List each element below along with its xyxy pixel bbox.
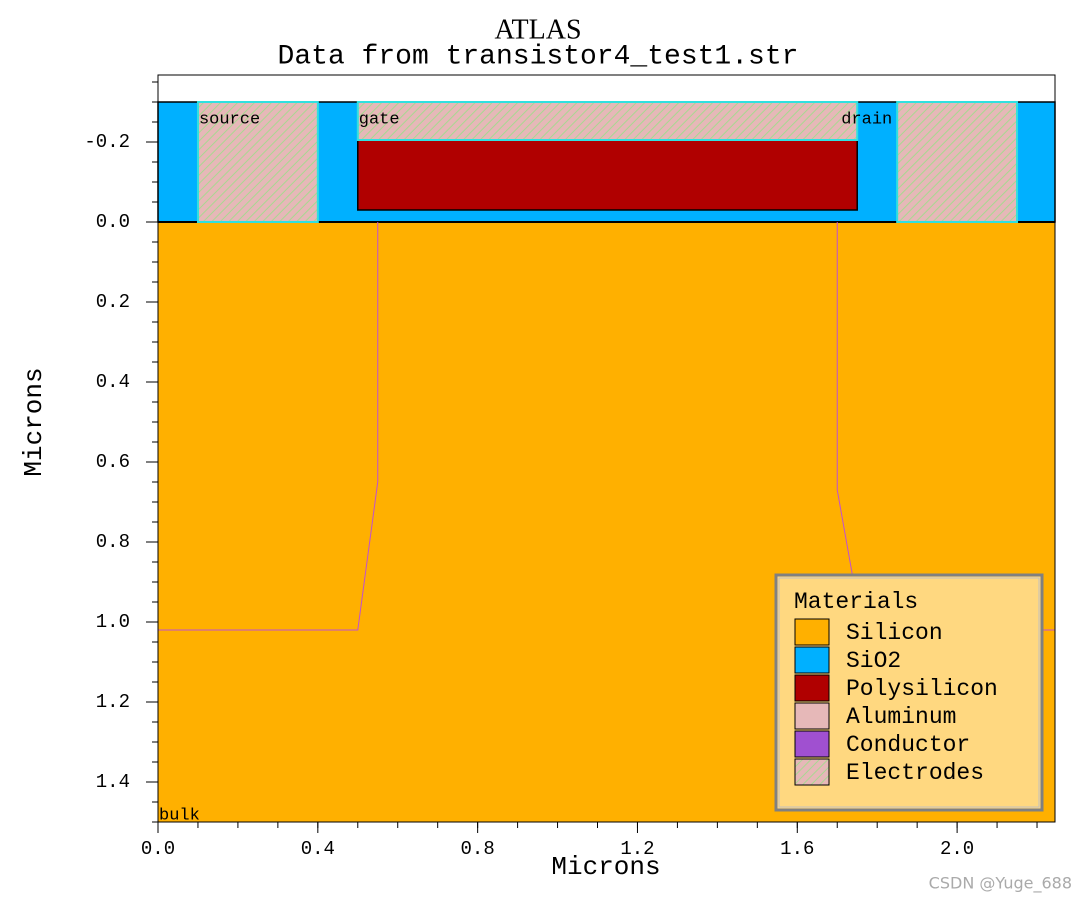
legend-label: Conductor: [846, 732, 970, 758]
electrode: [196, 101, 319, 223]
electrode-label: source: [199, 110, 260, 129]
chart-subtitle: Data from transistor4_test1.str: [278, 41, 799, 72]
y-tick-label: 0.0: [96, 211, 130, 233]
legend-box-inner: [778, 577, 1040, 808]
y-tick-label: 1.4: [96, 771, 130, 793]
legend-swatch: [794, 646, 830, 674]
legend: Materials SiliconSiO2PolysiliconAluminumC…: [774, 573, 1044, 812]
legend-swatch: [794, 730, 830, 758]
legend-label: Electrodes: [846, 760, 984, 786]
y-tick-label: 0.6: [96, 451, 130, 473]
y-axis-label: Microns: [19, 367, 49, 476]
x-tick-label: 1.2: [620, 838, 654, 860]
legend-label: Aluminum: [846, 704, 956, 730]
y-tick-label: 1.2: [96, 691, 130, 713]
electrode-label: gate: [359, 110, 400, 129]
x-tick-label: 2.0: [940, 838, 974, 860]
legend-label: Polysilicon: [846, 676, 998, 702]
electrode: [896, 101, 1019, 223]
legend-swatch: [794, 674, 830, 702]
y-tick-label: 0.8: [96, 531, 130, 553]
x-tick-label: 0.8: [461, 838, 495, 860]
junction-line: [158, 222, 379, 631]
plot-frame: [157, 74, 1056, 823]
electrode-label: bulk: [159, 806, 200, 825]
electrode-label: drain: [841, 110, 892, 129]
y-tick-label: 1.0: [96, 611, 130, 633]
electrode: [356, 101, 859, 141]
legend-swatch: [794, 758, 830, 786]
x-tick-label: 1.6: [780, 838, 814, 860]
watermark: CSDN @Yuge_688: [929, 874, 1072, 894]
legend-swatch: [794, 618, 830, 646]
legend-label: SiO2: [846, 648, 901, 674]
legend-swatch: [794, 702, 830, 730]
y-tick-label: 0.2: [96, 291, 130, 313]
x-tick-label: 0.0: [141, 838, 175, 860]
region: [357, 139, 858, 211]
legend-title: Materials: [794, 589, 918, 615]
chart-title: ATLAS: [494, 14, 581, 45]
x-tick-label: 0.4: [301, 838, 335, 860]
y-tick-label: 0.4: [96, 371, 130, 393]
legend-label: Silicon: [846, 620, 943, 646]
y-tick-label: -0.2: [84, 131, 130, 153]
x-axis-label: Microns: [551, 852, 660, 882]
